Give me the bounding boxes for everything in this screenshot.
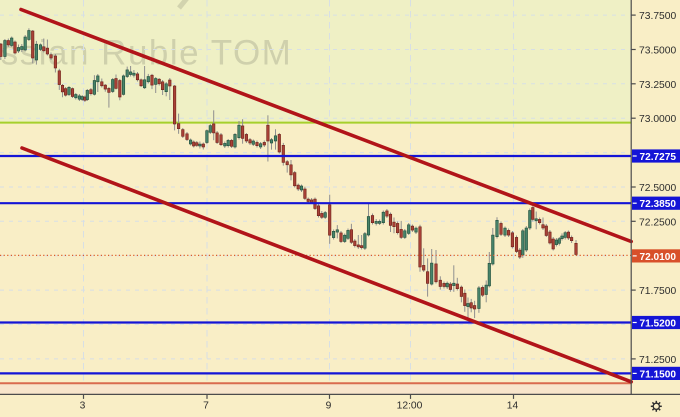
svg-text:73.0000: 73.0000 [639,114,676,125]
svg-text:71.7500: 71.7500 [639,286,676,297]
svg-text:72.2500: 72.2500 [639,217,676,228]
svg-text:72.7275: 72.7275 [640,152,677,163]
svg-text:73.2500: 73.2500 [639,80,676,91]
svg-text:12:00: 12:00 [397,400,423,411]
svg-text:73.5000: 73.5000 [639,46,676,57]
svg-text:72.3850: 72.3850 [640,199,677,210]
svg-text:71.2500: 71.2500 [639,355,676,366]
svg-text:3: 3 [80,400,86,411]
svg-text:7: 7 [203,400,209,411]
svg-text:9: 9 [326,400,332,411]
svg-text:72.0100: 72.0100 [640,252,677,263]
svg-text:73.7500: 73.7500 [639,11,676,22]
svg-text:71.1500: 71.1500 [640,369,677,380]
svg-text:72.5000: 72.5000 [639,183,676,194]
svg-text:14: 14 [507,400,519,411]
svg-text:71.5200: 71.5200 [640,319,677,330]
